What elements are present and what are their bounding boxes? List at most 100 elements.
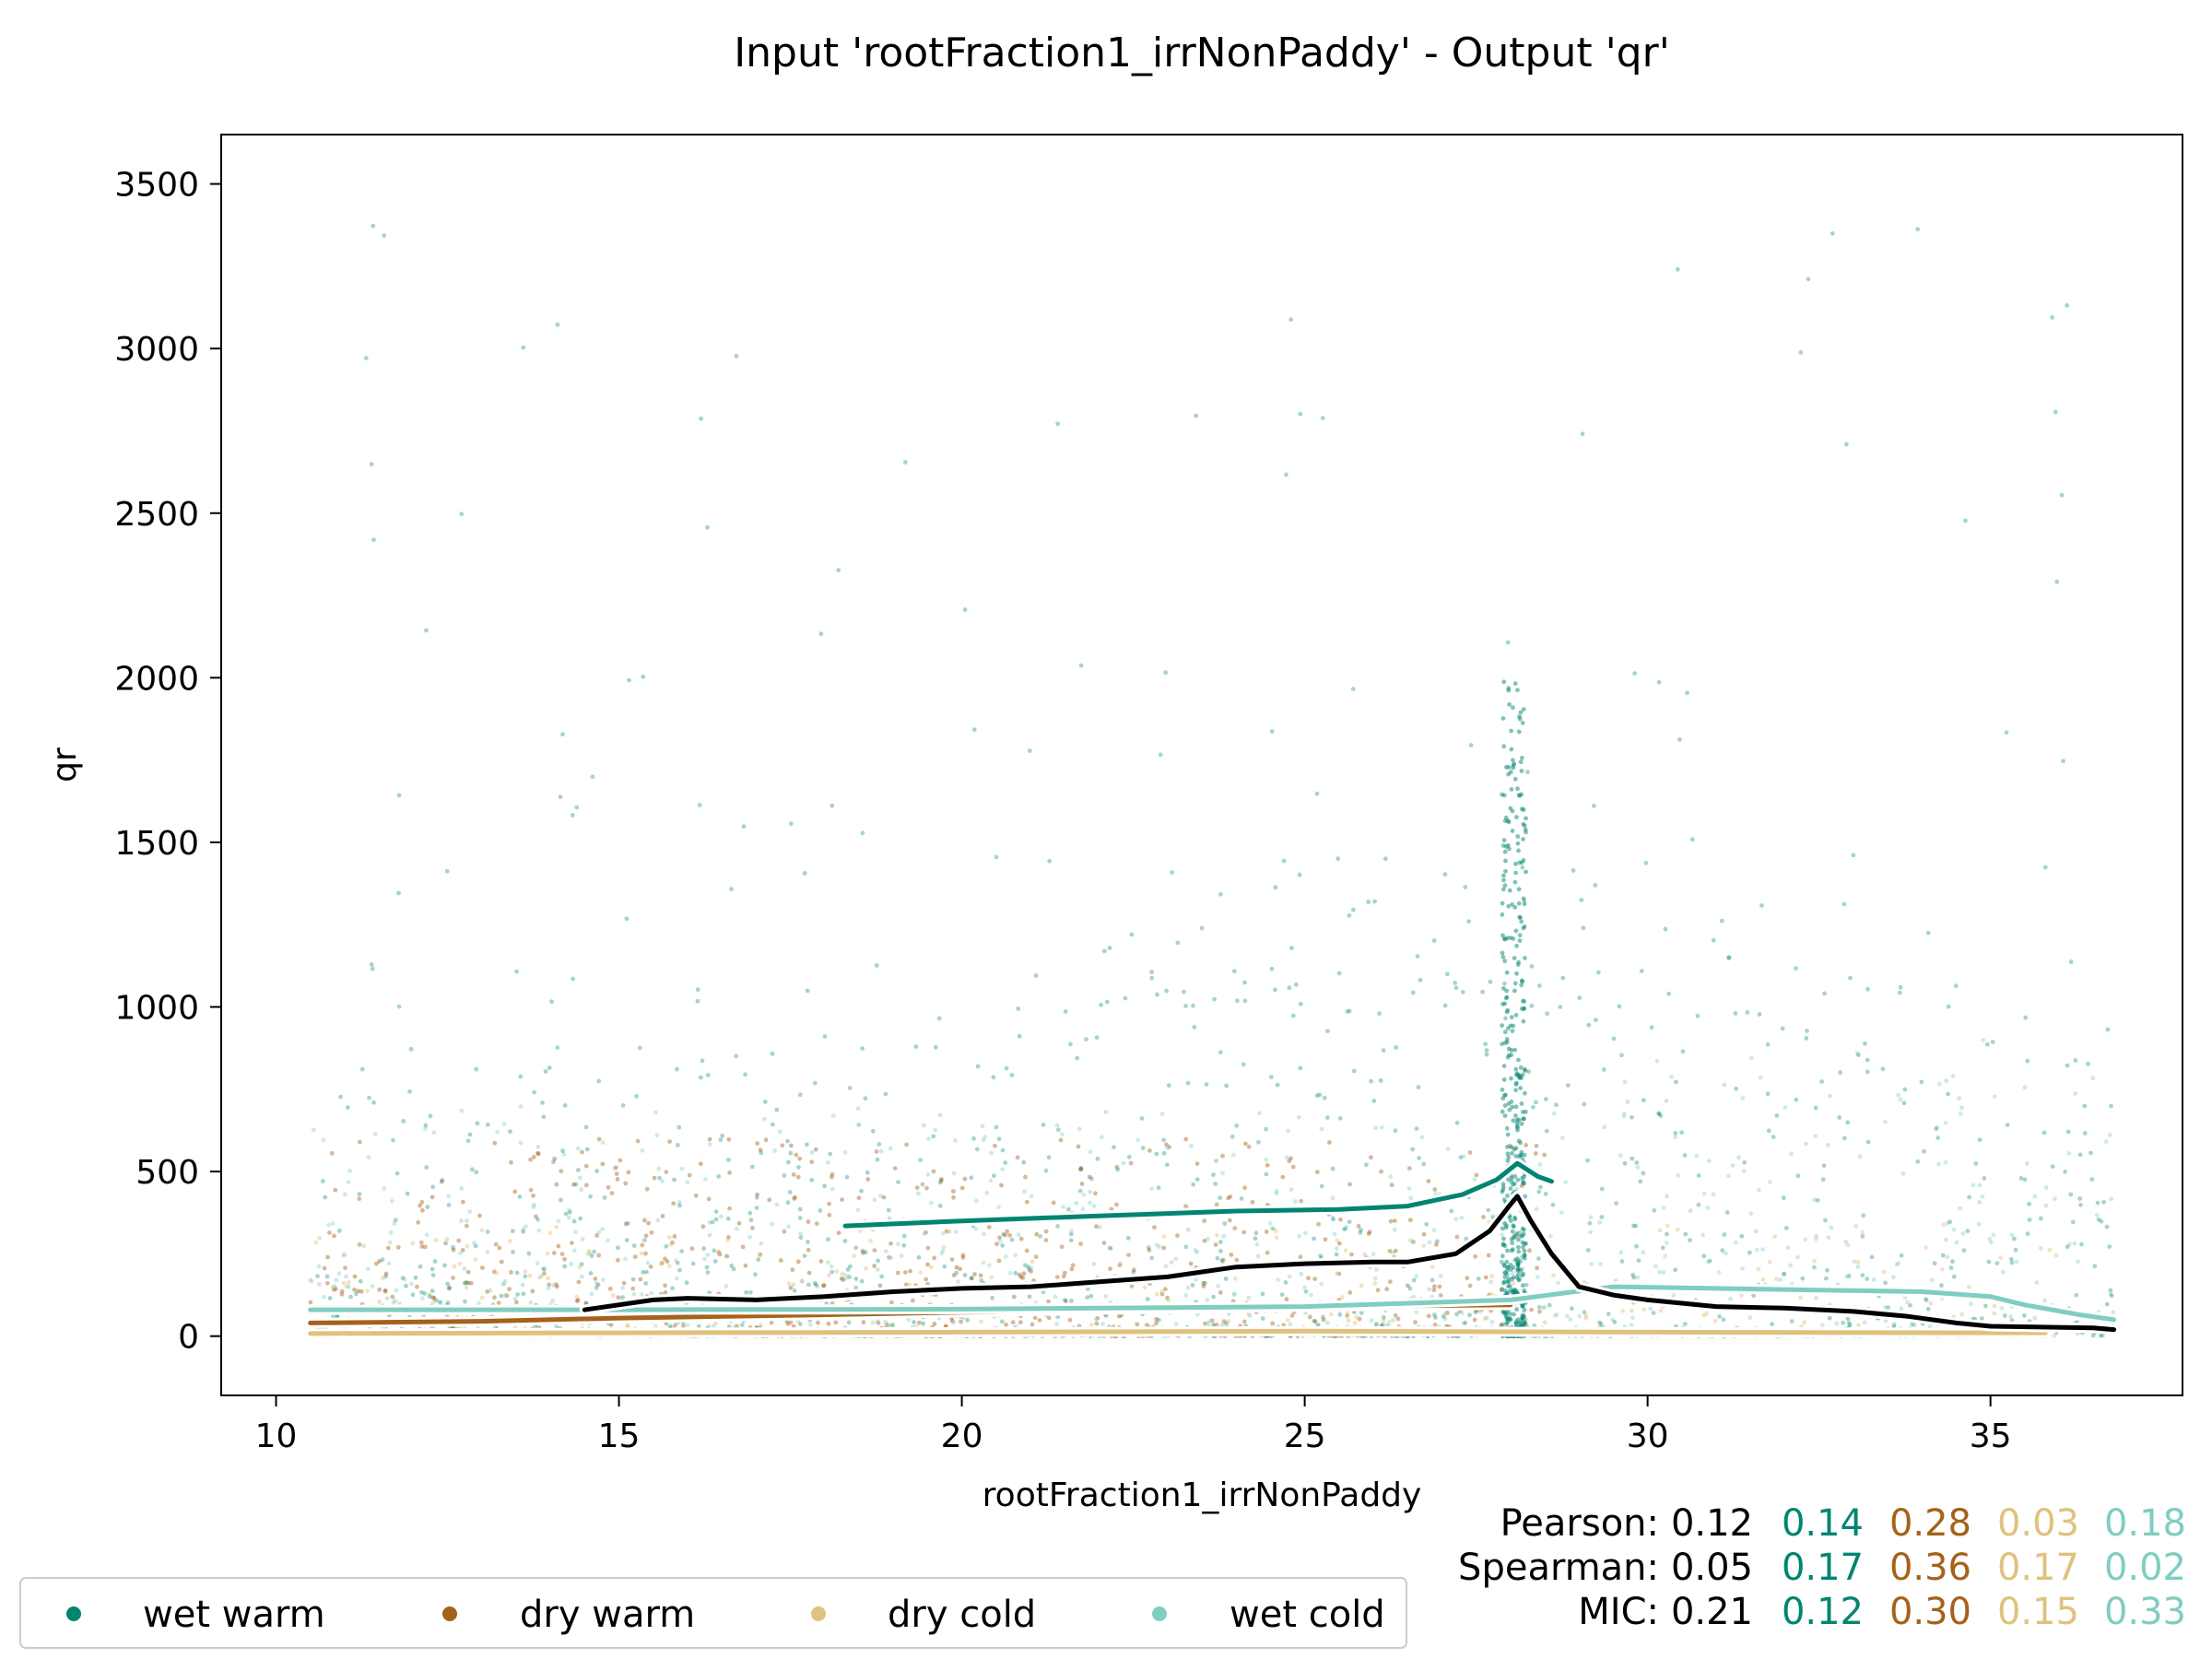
scatter-point bbox=[313, 1240, 319, 1245]
scatter-point bbox=[1108, 1266, 1112, 1272]
scatter-point bbox=[1426, 1179, 1431, 1183]
scatter-point bbox=[1337, 1312, 1343, 1317]
scatter-point bbox=[465, 1280, 471, 1286]
scatter-point bbox=[984, 1190, 990, 1195]
scatter-point bbox=[693, 1193, 699, 1198]
scatter-point bbox=[1570, 1306, 1574, 1312]
scatter-point bbox=[1324, 1115, 1330, 1121]
scatter-point bbox=[846, 1320, 852, 1325]
scatter-point bbox=[1701, 1312, 1707, 1318]
scatter-point bbox=[1772, 1234, 1777, 1239]
scatter-point bbox=[530, 1288, 535, 1294]
scatter-point bbox=[1081, 1192, 1087, 1197]
scatter-point bbox=[1407, 1286, 1413, 1291]
scatter-point bbox=[1748, 1211, 1754, 1216]
scatter-point bbox=[1256, 1139, 1261, 1145]
scatter-point bbox=[2042, 865, 2048, 870]
scatter-point bbox=[1512, 981, 1518, 986]
scatter-point bbox=[1507, 1107, 1512, 1112]
scatter-point bbox=[1321, 1317, 1326, 1323]
scatter-point bbox=[1961, 1248, 1967, 1253]
scatter-point bbox=[552, 1156, 558, 1161]
scatter-point bbox=[820, 1283, 826, 1288]
scatter-point bbox=[1228, 1194, 1233, 1199]
scatter-point bbox=[1215, 1255, 1220, 1261]
scatter-point bbox=[931, 1169, 936, 1174]
scatter-point bbox=[1977, 1137, 1983, 1142]
scatter-point bbox=[1579, 898, 1584, 902]
scatter-point bbox=[1453, 985, 1459, 991]
scatter-point bbox=[559, 1169, 564, 1174]
scatter-point bbox=[1299, 1198, 1304, 1204]
scatter-point bbox=[1500, 954, 1506, 959]
scatter-point bbox=[494, 1271, 500, 1276]
scatter-point bbox=[675, 1143, 680, 1147]
scatter-point bbox=[972, 1272, 977, 1277]
scatter-point bbox=[1167, 1083, 1171, 1088]
scatter-point bbox=[514, 1270, 520, 1276]
scatter-point bbox=[1701, 1191, 1707, 1196]
scatter-point bbox=[1675, 266, 1680, 272]
scatter-point bbox=[1664, 1241, 1669, 1245]
scatter-point bbox=[446, 1203, 452, 1207]
scatter-point bbox=[998, 1239, 1003, 1243]
scatter-point bbox=[1254, 1241, 1260, 1247]
scatter-point bbox=[1798, 1295, 1803, 1300]
scatter-point bbox=[644, 1186, 650, 1192]
scatter-point bbox=[1297, 1233, 1302, 1239]
scatter-point bbox=[1046, 1155, 1052, 1160]
scatter-point bbox=[1587, 1220, 1593, 1226]
scatter-point bbox=[1289, 946, 1294, 951]
scatter-point bbox=[470, 1167, 475, 1172]
scatter-point bbox=[1126, 1253, 1131, 1257]
scatter-point bbox=[1756, 1188, 1761, 1193]
scatter-point bbox=[1912, 1323, 1918, 1327]
scatter-point bbox=[1521, 1179, 1525, 1184]
scatter-point bbox=[541, 1114, 547, 1120]
scatter-point bbox=[1369, 1078, 1373, 1084]
scatter-point bbox=[1529, 964, 1535, 969]
scatter-point bbox=[1696, 1173, 1701, 1178]
scatter-point bbox=[499, 1259, 504, 1265]
scatter-point bbox=[687, 1172, 692, 1178]
scatter-point bbox=[1489, 1274, 1495, 1278]
scatter-point bbox=[1345, 1313, 1349, 1318]
scatter-point bbox=[681, 1324, 686, 1328]
scatter-point bbox=[1986, 1259, 1992, 1265]
scatter-point bbox=[512, 1296, 518, 1301]
scatter-point bbox=[1164, 1142, 1169, 1147]
scatter-point bbox=[1766, 1128, 1771, 1134]
scatter-point bbox=[1089, 1323, 1094, 1327]
scatter-point bbox=[860, 830, 865, 836]
scatter-point bbox=[1009, 1237, 1015, 1242]
scatter-point bbox=[863, 1096, 868, 1101]
scatter-point bbox=[712, 1248, 717, 1253]
scatter-point bbox=[338, 1094, 343, 1100]
stat-label: Pearson: bbox=[1500, 1502, 1659, 1545]
scatter-point bbox=[1837, 1115, 1842, 1120]
scatter-point bbox=[1357, 1316, 1362, 1322]
scatter-point bbox=[569, 1262, 574, 1266]
scatter-point bbox=[1519, 769, 1524, 773]
stat-value: 0.03 bbox=[1997, 1502, 2079, 1545]
scatter-point bbox=[1597, 1320, 1602, 1325]
scatter-point bbox=[540, 1100, 545, 1105]
scatter-point bbox=[397, 1300, 402, 1306]
scatter-point bbox=[501, 1281, 507, 1287]
scatter-point bbox=[965, 1317, 971, 1323]
scatter-point bbox=[425, 1205, 430, 1209]
scatter-point bbox=[1095, 1157, 1100, 1161]
scatter-point bbox=[610, 1293, 616, 1298]
scatter-point bbox=[673, 1258, 678, 1263]
scatter-point bbox=[716, 1250, 722, 1254]
scatter-point bbox=[2068, 1192, 2074, 1197]
scatter-point bbox=[939, 1251, 945, 1256]
scatter-point bbox=[462, 1266, 467, 1271]
scatter-point bbox=[1747, 1250, 1752, 1255]
scatter-point bbox=[1516, 848, 1521, 853]
scatter-point bbox=[1704, 1311, 1710, 1316]
scatter-point bbox=[1287, 1159, 1292, 1164]
scatter-point bbox=[1936, 1161, 1942, 1167]
scatter-point bbox=[1369, 1155, 1373, 1160]
scatter-point bbox=[1511, 936, 1516, 941]
